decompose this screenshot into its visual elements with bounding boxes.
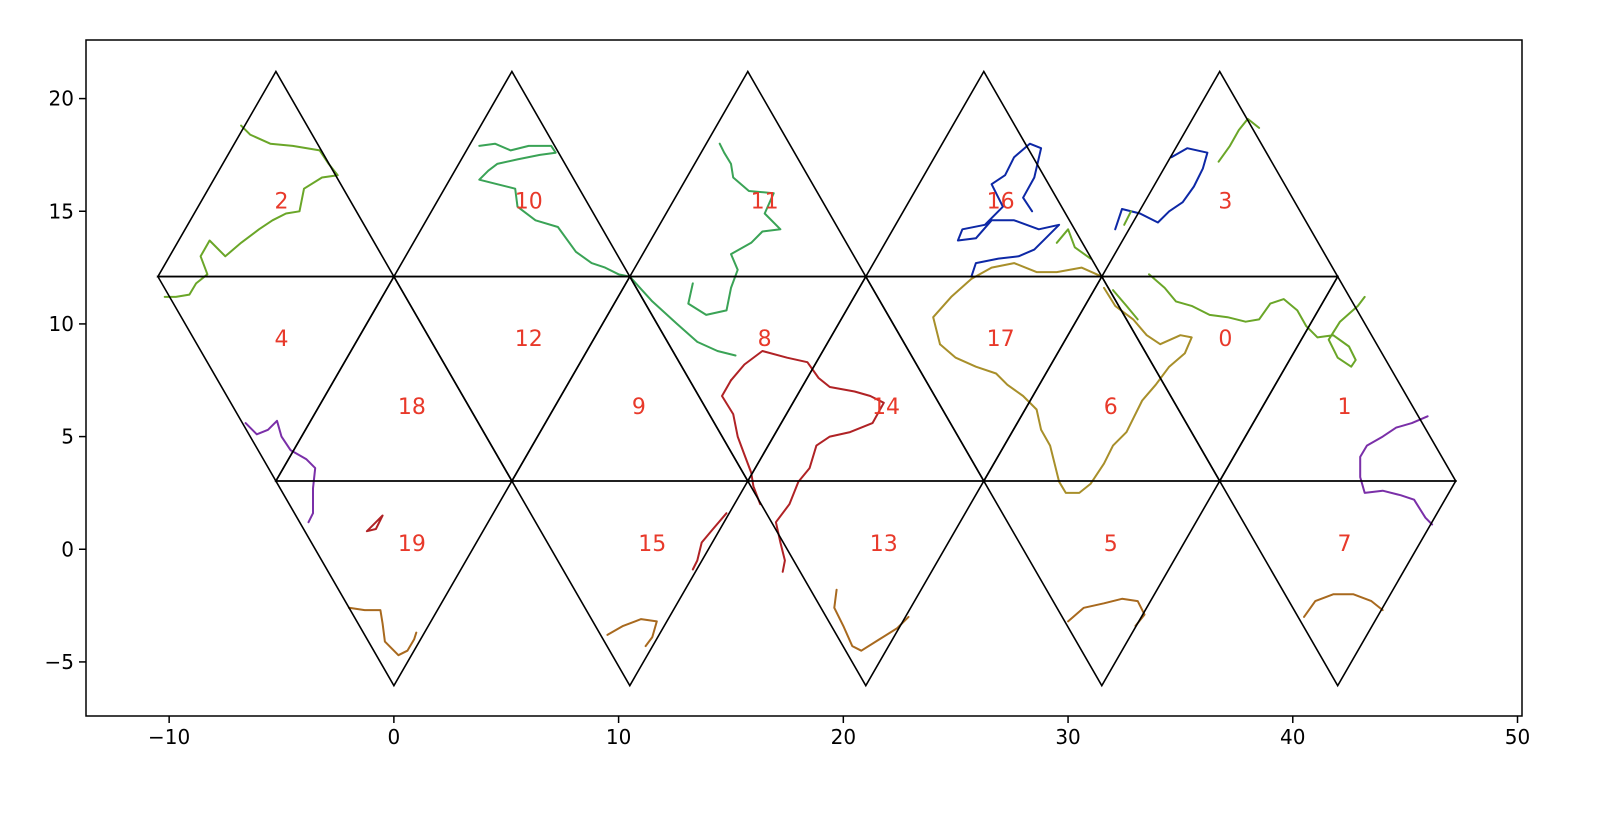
face-label-10: 10 bbox=[515, 190, 543, 215]
face-triangle-1 bbox=[1218, 274, 1458, 482]
coastline-segment-18 bbox=[1359, 415, 1434, 526]
x-tick-label: 30 bbox=[1055, 725, 1080, 749]
coastline-layer bbox=[163, 117, 1434, 657]
x-tick-label: 40 bbox=[1280, 725, 1305, 749]
face-triangle-5 bbox=[982, 480, 1222, 688]
face-label-12: 12 bbox=[515, 327, 543, 352]
coastline-segment-11 bbox=[1114, 147, 1209, 231]
face-label-8: 8 bbox=[758, 327, 772, 352]
face-label-1: 1 bbox=[1337, 395, 1351, 420]
y-tick-label: 10 bbox=[49, 312, 74, 336]
coastline-segment-7 bbox=[365, 514, 384, 533]
face-triangle-13 bbox=[746, 480, 986, 688]
face-triangle-2 bbox=[156, 69, 396, 278]
face-label-11: 11 bbox=[751, 190, 779, 215]
face-labels: 2 10 11 16 3 4 12 8 17 0 18 9 14 6 1 19 15 13 5 7 bbox=[275, 190, 1352, 558]
face-label-9: 9 bbox=[632, 395, 646, 420]
x-tick-label: 20 bbox=[831, 725, 856, 749]
face-triangle-17 bbox=[864, 275, 1104, 483]
face-triangle-0 bbox=[1100, 275, 1340, 483]
coastline-segment-8 bbox=[932, 262, 1103, 346]
coastline-segment-3 bbox=[687, 142, 782, 316]
face-label-14: 14 bbox=[872, 395, 900, 420]
face-label-15: 15 bbox=[638, 532, 666, 557]
coastline-segment-16 bbox=[1112, 289, 1139, 321]
y-tick-label: 0 bbox=[61, 537, 74, 561]
face-triangle-18 bbox=[274, 274, 514, 482]
coastline-segment-0 bbox=[163, 124, 339, 298]
face-triangle-10 bbox=[392, 69, 632, 278]
icosahedron-faces bbox=[156, 69, 1458, 688]
x-tick-label: 10 bbox=[606, 725, 631, 749]
face-triangle-12 bbox=[392, 275, 632, 483]
x-axis: −10 0 10 20 30 40 50 bbox=[148, 716, 1530, 749]
face-triangle-14 bbox=[746, 274, 986, 482]
face-label-16: 16 bbox=[987, 190, 1015, 215]
coastline-segment-19 bbox=[347, 606, 418, 657]
x-tick-label: 50 bbox=[1505, 725, 1530, 749]
coastline-segment-1 bbox=[478, 142, 631, 278]
coastline-segment-9 bbox=[939, 286, 1193, 494]
coastline-segment-14 bbox=[1217, 117, 1261, 163]
face-triangle-15 bbox=[510, 480, 750, 688]
y-axis: −5 0 5 10 15 20 bbox=[45, 87, 86, 674]
coastline-segment-13 bbox=[1123, 210, 1132, 226]
y-tick-label: 15 bbox=[49, 199, 74, 223]
coastline-segment-5 bbox=[721, 379, 762, 506]
coastline-segment-17 bbox=[244, 419, 317, 524]
x-tick-label: −10 bbox=[148, 725, 190, 749]
face-triangle-6 bbox=[982, 274, 1222, 482]
face-label-3: 3 bbox=[1218, 190, 1232, 215]
y-tick-label: 20 bbox=[49, 87, 74, 111]
face-label-2: 2 bbox=[275, 190, 289, 215]
face-label-0: 0 bbox=[1218, 327, 1232, 352]
face-triangle-4 bbox=[156, 275, 396, 483]
coastline-segment-15 bbox=[1148, 273, 1366, 368]
coastline-segment-12 bbox=[1055, 228, 1092, 260]
coastline-segment-2 bbox=[628, 275, 737, 357]
coastline-segment-21 bbox=[833, 588, 910, 652]
face-triangle-19 bbox=[274, 480, 514, 688]
coastline-segment-22 bbox=[1067, 597, 1146, 627]
face-label-5: 5 bbox=[1104, 532, 1118, 557]
face-label-6: 6 bbox=[1104, 395, 1118, 420]
face-triangle-8 bbox=[628, 275, 868, 483]
face-triangle-7 bbox=[1218, 480, 1458, 688]
x-tick-label: 0 bbox=[388, 725, 401, 749]
face-triangle-9 bbox=[510, 274, 750, 482]
face-label-17: 17 bbox=[987, 327, 1015, 352]
axes-frame bbox=[85, 39, 1523, 717]
coastline-segment-23 bbox=[1303, 593, 1384, 618]
y-tick-label: 5 bbox=[61, 425, 74, 449]
face-label-18: 18 bbox=[398, 395, 426, 420]
face-label-19: 19 bbox=[398, 532, 426, 557]
coastline-segment-4 bbox=[730, 350, 885, 573]
face-triangle-3 bbox=[1100, 69, 1340, 278]
coastline-segment-10 bbox=[956, 142, 1061, 278]
face-label-7: 7 bbox=[1337, 532, 1351, 557]
coastline-segment-20 bbox=[606, 618, 658, 648]
face-label-13: 13 bbox=[870, 532, 898, 557]
coastline-segment-6 bbox=[691, 512, 728, 571]
face-label-4: 4 bbox=[275, 327, 289, 352]
y-tick-label: −5 bbox=[45, 650, 74, 674]
face-triangle-16 bbox=[864, 69, 1104, 278]
